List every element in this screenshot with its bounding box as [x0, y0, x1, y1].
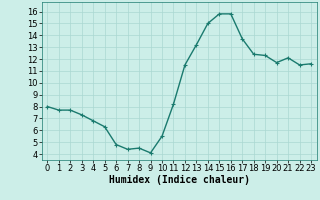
X-axis label: Humidex (Indice chaleur): Humidex (Indice chaleur) [109, 175, 250, 185]
